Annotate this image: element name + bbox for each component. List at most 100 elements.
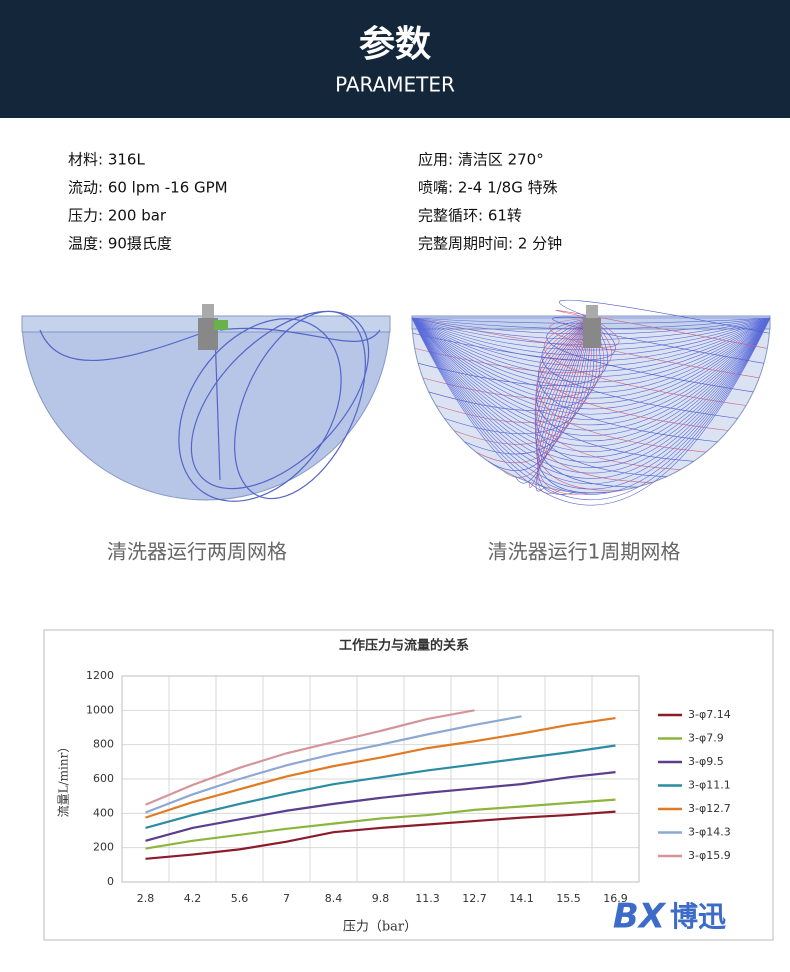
mesh-line	[411, 317, 771, 415]
mesh-line	[411, 317, 771, 420]
x-tick-label: 9.8	[372, 892, 390, 905]
mesh-line	[411, 317, 771, 458]
spec-item: 完整周期时间: 2 分钟	[418, 235, 562, 253]
x-tick-label: 15.5	[556, 892, 581, 905]
mesh-line	[515, 317, 592, 484]
spec-item: 完整循环: 61转	[418, 207, 522, 225]
mesh-line	[411, 317, 771, 479]
mesh-line	[411, 317, 771, 452]
x-tick-label: 7	[283, 892, 290, 905]
mesh-line	[411, 317, 771, 501]
mesh-line	[411, 317, 771, 351]
mesh-line	[541, 317, 738, 419]
x-tick-label: 2.8	[137, 892, 155, 905]
mesh-line	[535, 317, 667, 477]
mesh-line	[537, 317, 718, 443]
mesh-line	[549, 317, 760, 379]
mesh-line	[544, 317, 747, 406]
mesh-line	[535, 317, 623, 491]
mesh-line	[411, 317, 771, 474]
legend-label: 3-φ11.1	[688, 779, 731, 792]
legend-label: 3-φ12.7	[688, 802, 731, 815]
mesh-line	[411, 317, 771, 506]
x-tick-label: 14.1	[509, 892, 534, 905]
mesh-line	[422, 317, 605, 399]
mesh-line	[411, 317, 771, 377]
x-tick-label: 8.4	[325, 892, 343, 905]
x-tick-label: 5.6	[231, 892, 249, 905]
spec-item: 材料: 316L	[68, 151, 145, 169]
diagram-right	[411, 299, 771, 506]
header-title: 参数	[359, 24, 431, 65]
logo-mark: BX	[613, 897, 667, 937]
mesh-line	[411, 317, 771, 436]
y-tick-label: 1200	[86, 669, 114, 682]
spec-item: 压力: 200 bar	[68, 207, 167, 225]
y-tick-label: 400	[93, 806, 114, 819]
series-line	[145, 716, 616, 819]
logo-name: 博迅	[670, 900, 726, 933]
mesh-line	[559, 299, 770, 334]
chart-frame	[43, 629, 774, 941]
mesh-line	[488, 317, 592, 471]
mesh-line	[411, 317, 771, 447]
mesh-line	[535, 317, 638, 488]
mesh-line	[411, 317, 771, 426]
mesh-line	[411, 317, 771, 490]
mesh-line	[411, 317, 771, 468]
mesh-line	[411, 317, 771, 404]
header-band	[0, 0, 790, 118]
mesh-line	[501, 317, 592, 478]
mesh-line	[411, 317, 771, 495]
mesh-line	[444, 317, 595, 434]
mesh-line	[411, 317, 771, 442]
mesh-line	[534, 317, 653, 483]
y-tick-label: 600	[93, 772, 114, 785]
diagram-caption: 清洗器运行两周网格	[107, 540, 287, 564]
mesh-line	[464, 317, 592, 455]
series-line	[145, 798, 616, 850]
series-line	[145, 709, 475, 806]
diagram-left	[21, 304, 391, 502]
mesh-line	[411, 317, 771, 410]
mesh-line	[411, 317, 771, 399]
mesh-line	[535, 317, 694, 462]
mesh-line	[411, 317, 771, 372]
series-line	[145, 715, 522, 814]
mesh-line	[555, 309, 768, 349]
y-tick-label: 1000	[86, 703, 114, 716]
legend-label: 3-φ9.5	[688, 755, 724, 768]
legend-label: 3-φ15.9	[688, 849, 731, 862]
mesh-line	[411, 317, 771, 388]
mesh-line	[536, 317, 707, 453]
legend-label: 3-φ14.3	[688, 826, 731, 839]
mesh-line	[546, 317, 754, 393]
legend-label: 3-φ7.9	[688, 732, 724, 745]
mesh-line	[535, 317, 681, 470]
x-axis-label: 压力（bar）	[343, 920, 417, 935]
mesh-line	[537, 317, 592, 495]
x-tick-label: 12.7	[462, 892, 487, 905]
mesh-line	[411, 317, 771, 383]
spec-item: 温度: 90摄氏度	[68, 235, 172, 253]
mesh-line	[475, 317, 592, 464]
chart-title: 工作压力与流量的关系	[339, 638, 469, 654]
y-tick-label: 0	[107, 875, 114, 888]
mesh-line	[535, 317, 592, 492]
mesh-line	[539, 317, 729, 431]
x-tick-label: 4.2	[184, 892, 202, 905]
y-axis-label: 流量L/minr）	[57, 741, 71, 818]
mesh-line	[411, 317, 771, 356]
series-line	[145, 771, 616, 842]
y-tick-label: 200	[93, 841, 114, 854]
spec-item: 喷嘴: 2-4 1/8G 特殊	[418, 179, 558, 197]
mesh-line	[529, 317, 592, 488]
diagram-caption: 清洗器运行1周期网格	[488, 540, 681, 564]
x-tick-label: 11.3	[415, 892, 440, 905]
y-tick-label: 800	[93, 738, 114, 751]
mesh-line	[552, 316, 764, 364]
spec-item: 应用: 清洁区 270°	[418, 151, 544, 169]
x-tick-label: 16.9	[603, 892, 628, 905]
